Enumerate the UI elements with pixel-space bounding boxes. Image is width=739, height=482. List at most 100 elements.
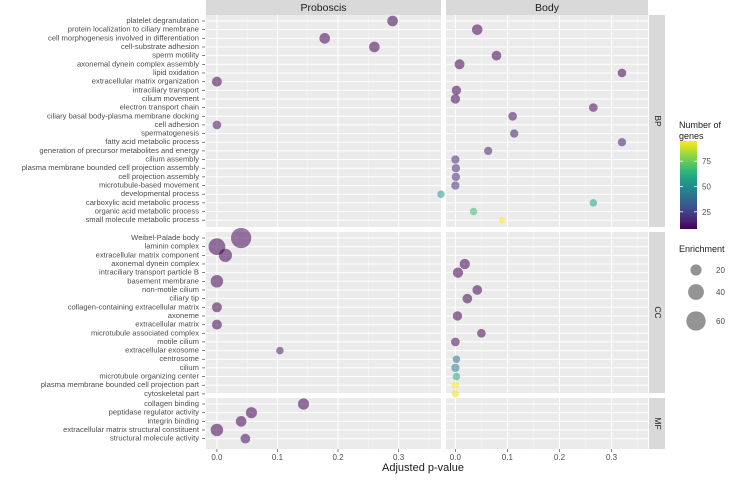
term-label: cilium assembly [145, 155, 199, 164]
point-BP-body [451, 181, 460, 190]
x-tick-label: 0.2 [332, 453, 344, 462]
term-label: centrosome [159, 354, 199, 363]
term-label: ciliary tip [169, 294, 199, 303]
term-label: axonemal dynein complex assembly [77, 59, 199, 68]
point-BP-body [498, 216, 506, 224]
size-key-label: 40 [716, 288, 725, 297]
point-BP-body [484, 146, 493, 156]
term-label: cell-substrate adhesion [121, 42, 199, 51]
term-label: extracellular exosome [125, 346, 199, 355]
x-tick-label: 0.2 [554, 453, 566, 462]
x-tick-label: 0.1 [272, 453, 284, 462]
point-BP-proboscis [319, 33, 331, 44]
point-MF-proboscis [235, 416, 247, 427]
term-label: integrin binding [147, 416, 199, 425]
point-CC-proboscis [210, 275, 224, 288]
point-CC-body [477, 328, 486, 338]
point-BP-body [451, 155, 460, 164]
x-tick-label: 0.0 [211, 453, 223, 462]
group-label-BP: BP [653, 115, 663, 127]
term-label: cell projection assembly [118, 172, 199, 181]
term-label: structural molecule activity [110, 434, 199, 443]
point-MF-proboscis [210, 423, 224, 437]
group-strip-BP [649, 15, 665, 227]
color-legend-title-2: genes [679, 131, 704, 141]
x-tick-label: 0.1 [502, 453, 514, 462]
point-MF-proboscis [297, 398, 310, 410]
color-legend-title: Number of [679, 120, 722, 130]
term-label: extracellular matrix organization [92, 77, 199, 86]
point-BP-proboscis [211, 76, 222, 87]
term-label: microtubule associated complex [91, 328, 199, 337]
size-key-label: 60 [716, 317, 725, 326]
point-BP-proboscis [369, 41, 380, 53]
point-CC-body [451, 363, 460, 373]
term-label: carboxylic acid metabolic process [86, 198, 199, 207]
term-label: basement membrane [127, 276, 199, 285]
term-label: peptidase regulator activity [109, 408, 200, 417]
point-BP-proboscis [212, 120, 222, 130]
term-label: cell adhesion [155, 120, 199, 129]
column-strip-proboscis [206, 0, 441, 15]
point-BP-body [471, 24, 483, 35]
panel-MF-body [446, 398, 648, 449]
point-CC-body [451, 381, 460, 389]
colorbar-label: 25 [702, 208, 711, 217]
point-BP-body [451, 164, 461, 173]
x-axis-title: Adjusted p-value [382, 462, 464, 474]
term-label: axonemal dynein complex [111, 259, 199, 268]
term-label: non-motile cilium [142, 285, 199, 294]
term-label: extracellular matrix component [96, 250, 200, 259]
point-CC-body [451, 337, 460, 347]
term-label: extracellular matrix structural constitu… [63, 425, 200, 434]
term-label: plasma membrane bounded cell projection … [41, 380, 200, 389]
point-BP-body [508, 111, 517, 121]
panel-BP-body [446, 15, 648, 227]
strips-layer: Proboscis Body BP CC MF [206, 0, 665, 449]
term-label: plasma membrane bounded cell projection … [22, 163, 199, 172]
x-axis: 0.0 0.1 0.2 0.3 0.0 0.1 0.2 0.3 [211, 449, 618, 462]
term-label: extracellular matrix [135, 320, 199, 329]
group-label-MF: MF [653, 417, 663, 429]
point-CC-body [452, 372, 461, 381]
term-label: protein localization to ciliary membrane [68, 25, 199, 34]
term-label: lipid oxidation [153, 68, 199, 77]
column-title-body: Body [535, 2, 560, 14]
point-CC-body [462, 293, 473, 304]
group-label-CC: CC [653, 306, 663, 318]
term-label: microtubule organizing center [99, 372, 199, 381]
x-tick-label: 0.3 [606, 453, 618, 462]
column-title-proboscis: Proboscis [300, 2, 346, 14]
size-key-label: 20 [716, 266, 725, 275]
point-BP-proboscis [387, 15, 398, 27]
point-BP-body [510, 129, 519, 138]
term-label: axoneme [168, 311, 199, 320]
point-BP-body [451, 85, 462, 95]
point-CC-body [472, 285, 483, 295]
point-BP-body [491, 50, 502, 61]
term-label: small molecule metabolic process [85, 215, 199, 224]
term-label: platelet degranulation [126, 16, 199, 25]
point-CC-proboscis [211, 302, 222, 313]
term-label: collagen binding [144, 399, 199, 408]
term-label: collagen-containing extracellular matrix [68, 302, 199, 311]
x-tick-label: 0.0 [450, 453, 462, 462]
point-CC-proboscis [230, 227, 252, 249]
colorbar-label: 75 [702, 157, 711, 166]
point-CC-body [452, 355, 461, 363]
term-label: motile cilium [157, 337, 199, 346]
point-BP-body [450, 94, 461, 104]
point-CC-proboscis [276, 346, 284, 355]
point-BP-body [469, 207, 478, 216]
point-CC-body [452, 311, 463, 321]
panels-layer [206, 15, 648, 449]
term-label: developmental process [121, 189, 199, 198]
point-CC-body [451, 390, 460, 398]
x-tick-label: 0.3 [393, 453, 405, 462]
term-label: ciliary basal body-plasma membrane docki… [47, 111, 199, 120]
point-MF-proboscis [245, 407, 258, 419]
term-label: cell morphogenesis involved in different… [48, 33, 199, 42]
